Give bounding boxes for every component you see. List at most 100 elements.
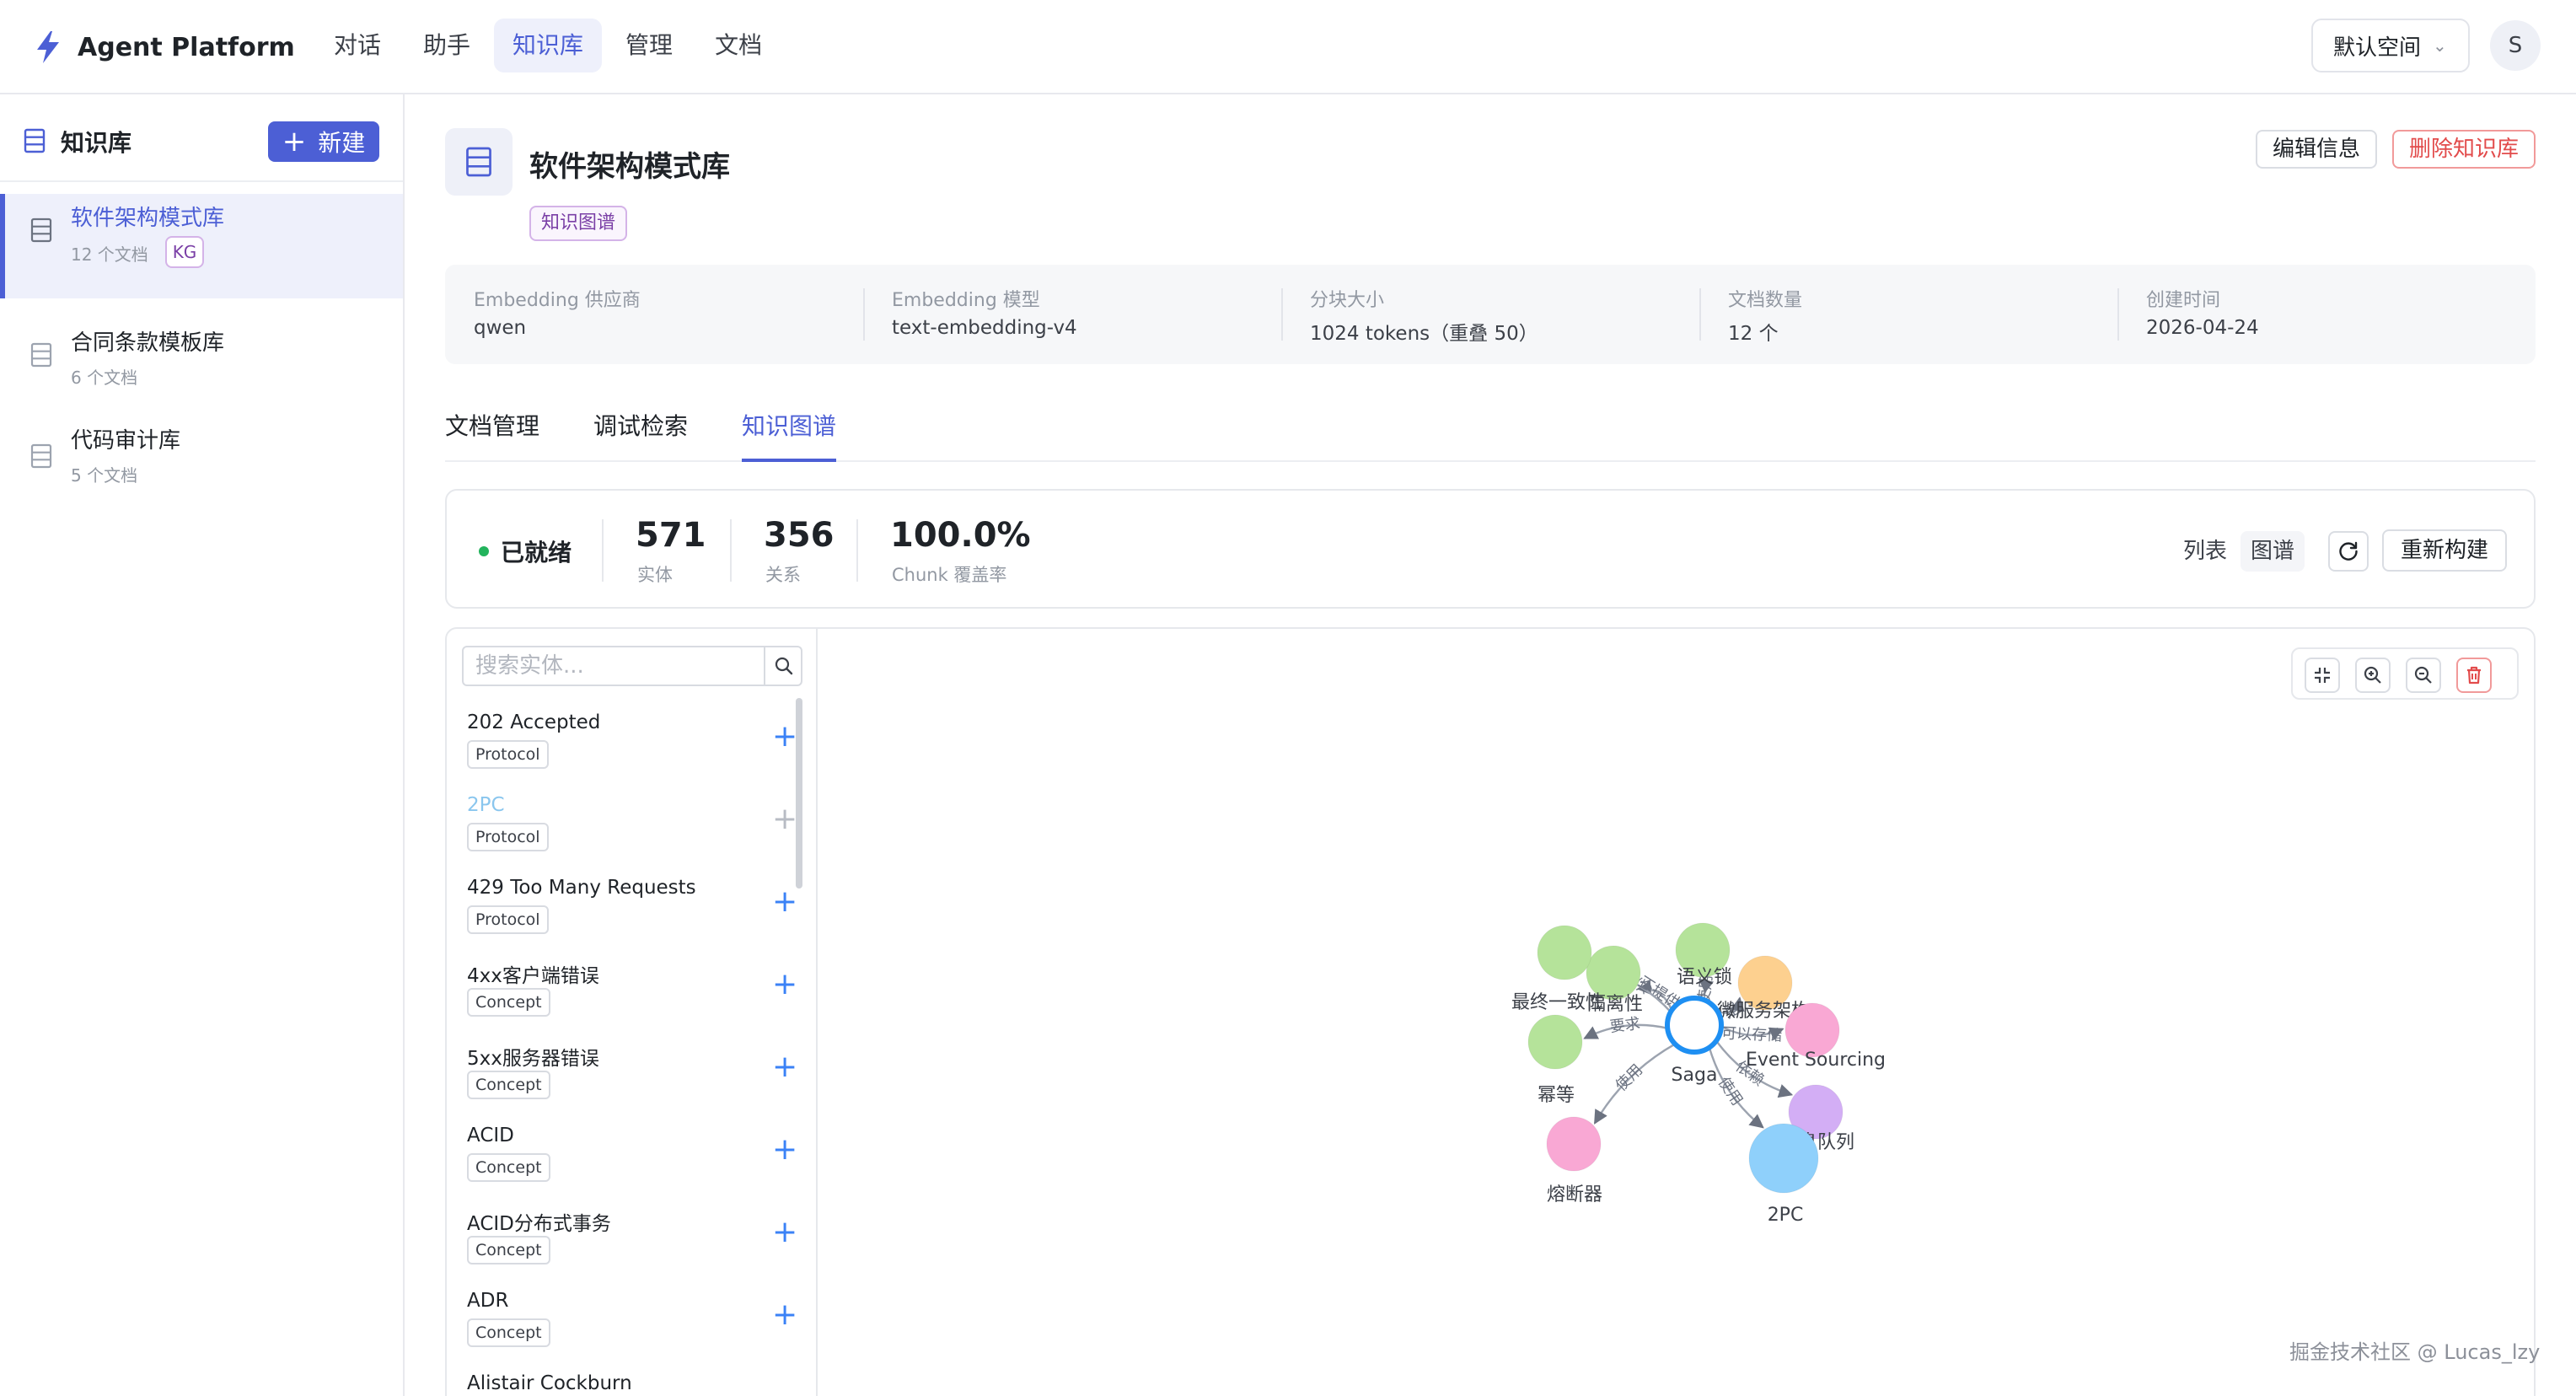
add-entity-icon[interactable]: + [772, 967, 798, 1001]
entity-search [462, 646, 802, 686]
entity-row[interactable]: ACID分布式事务 Concept + [467, 1207, 798, 1290]
kb-name: 软件架构模式库 [71, 206, 225, 231]
rebuild-button[interactable]: 重新构建 [2382, 529, 2507, 572]
user-avatar[interactable]: S [2490, 20, 2541, 71]
zoom-in-icon [2364, 666, 2381, 684]
graph-node-label: 幂等 [1538, 1085, 1575, 1106]
graph-status-card: 已就绪 571 实体 356 关系 100.0% Chunk 覆盖率 列表 图谱… [445, 489, 2536, 609]
nav-chat[interactable]: 对话 [334, 31, 382, 59]
entity-row[interactable]: 4xx客户端错误 Concept + [467, 959, 798, 1042]
chevron-down-icon: ⌄ [2433, 35, 2447, 56]
tab-debug-retrieval[interactable]: 调试检索 [593, 412, 689, 440]
entity-type-badge: Concept [467, 1153, 550, 1182]
graph-node-label: 隔离性 [1587, 994, 1643, 1015]
graph-edge [1715, 1039, 1794, 1098]
kb-name: 合同条款模板库 [71, 330, 225, 356]
add-entity-icon[interactable]: + [772, 1297, 798, 1332]
divider [1699, 288, 1701, 341]
kb-info-panel: Embedding 供应商 qwen Embedding 模型 text-emb… [445, 265, 2536, 364]
zoom-out-button[interactable] [2406, 658, 2441, 693]
add-entity-icon[interactable]: + [772, 719, 798, 754]
add-entity-icon[interactable]: + [772, 884, 798, 919]
graph-edge-label: 可以存储 [1721, 1024, 1783, 1044]
entity-name: ACID [467, 1125, 514, 1146]
info-doc-count: 文档数量 12 个 [1699, 265, 2117, 364]
graph-node[interactable] [1586, 945, 1641, 1001]
add-entity-icon[interactable]: + [772, 1132, 798, 1167]
graph-center-node[interactable] [1665, 996, 1724, 1055]
add-entity-icon[interactable]: + [772, 1050, 798, 1084]
entity-row[interactable]: 5xx服务器错误 Concept + [467, 1042, 798, 1125]
add-entity-icon[interactable]: + [772, 802, 798, 836]
graph-center-label: Saga [1672, 1065, 1718, 1086]
divider [1281, 288, 1283, 341]
info-value: 1024 tokens（重叠 50） [1310, 323, 1538, 345]
zoom-out-icon [2414, 666, 2432, 684]
entity-row[interactable]: ADR Concept + [467, 1290, 798, 1372]
graph-edge [1593, 1043, 1676, 1125]
view-graph-button[interactable]: 图谱 [2241, 531, 2305, 572]
info-label: 文档数量 [1728, 290, 1803, 311]
nav-admin[interactable]: 管理 [625, 31, 674, 59]
kb-name: 代码审计库 [71, 428, 181, 454]
search-button[interactable] [764, 647, 802, 685]
divider [2117, 288, 2119, 341]
delete-kb-button[interactable]: 删除知识库 [2392, 130, 2536, 169]
nav-docs[interactable]: 文档 [715, 31, 763, 59]
sidebar: 知识库 + 新建 软件架构模式库 12 个文档 KG 合同条款模板库 6 个文档 [0, 94, 405, 1396]
sidebar-item-architecture-kb[interactable]: 软件架构模式库 12 个文档 KG [0, 194, 403, 298]
graph-node[interactable] [1546, 1116, 1602, 1172]
refresh-icon [2339, 541, 2358, 561]
info-embedding-provider: Embedding 供应商 qwen [445, 265, 863, 364]
nav-assistant[interactable]: 助手 [423, 31, 471, 59]
refresh-button[interactable] [2328, 531, 2369, 572]
entity-row[interactable]: 429 Too Many Requests Protocol + [467, 877, 798, 959]
sidebar-title: 知识库 [61, 129, 132, 157]
chunk-coverage-label: Chunk 覆盖率 [892, 565, 1007, 585]
graph-node[interactable] [1784, 1002, 1840, 1058]
info-created-at: 创建时间 2026-04-24 [2117, 265, 2536, 364]
zoom-in-button[interactable] [2355, 658, 2391, 693]
tab-documents[interactable]: 文档管理 [445, 412, 540, 440]
graph-node[interactable] [1537, 925, 1592, 980]
fit-icon [2315, 668, 2330, 683]
info-value: 2026-04-24 [2146, 317, 2259, 339]
entity-name: 2PC [467, 794, 505, 816]
graph-edge [1720, 1025, 1784, 1041]
entity-type-badge: Protocol [467, 740, 549, 769]
graph-node[interactable] [1675, 922, 1731, 978]
entity-list-scrollbar[interactable] [796, 698, 802, 889]
divider [602, 519, 604, 582]
edit-info-button[interactable]: 编辑信息 [2256, 130, 2377, 169]
graph-node[interactable] [1748, 1123, 1819, 1194]
kb-type-badge: 知识图谱 [529, 206, 628, 241]
divider [863, 288, 865, 341]
fit-view-button[interactable] [2305, 658, 2340, 693]
plus-icon: + [282, 125, 307, 158]
graph-node[interactable] [1737, 955, 1793, 1011]
graph-panel: 202 Accepted Protocol + 2PC Protocol + 4… [445, 627, 2536, 1396]
entity-search-input[interactable] [464, 647, 764, 685]
nav-knowledge-base[interactable]: 知识库 [494, 19, 603, 72]
trash-icon [2467, 666, 2481, 685]
entity-row[interactable]: ACID Concept + [467, 1125, 798, 1207]
kb-doc-count: 6 个文档 [71, 368, 138, 388]
entity-row[interactable]: Alistair Cockburn [467, 1372, 796, 1396]
graph-node[interactable] [1527, 1014, 1583, 1070]
clear-graph-button[interactable] [2456, 658, 2492, 693]
sidebar-header: 知识库 + 新建 [0, 94, 403, 182]
tab-knowledge-graph[interactable]: 知识图谱 [742, 408, 837, 462]
new-kb-button[interactable]: + 新建 [268, 121, 379, 162]
entity-row[interactable]: 202 Accepted Protocol + [467, 711, 798, 794]
entity-row[interactable]: 2PC Protocol + [467, 794, 798, 877]
graph-node[interactable] [1788, 1084, 1843, 1140]
space-select[interactable]: 默认空间 ⌄ [2311, 19, 2470, 72]
sidebar-item-contract-kb[interactable]: 合同条款模板库 6 个文档 [0, 303, 403, 395]
add-entity-icon[interactable]: + [772, 1215, 798, 1249]
sidebar-item-code-audit-kb[interactable]: 代码审计库 5 个文档 [0, 405, 403, 496]
entity-type-badge: Concept [467, 988, 550, 1017]
brand[interactable]: Agent Platform [34, 29, 295, 66]
view-list-button[interactable]: 列表 [2183, 539, 2228, 564]
